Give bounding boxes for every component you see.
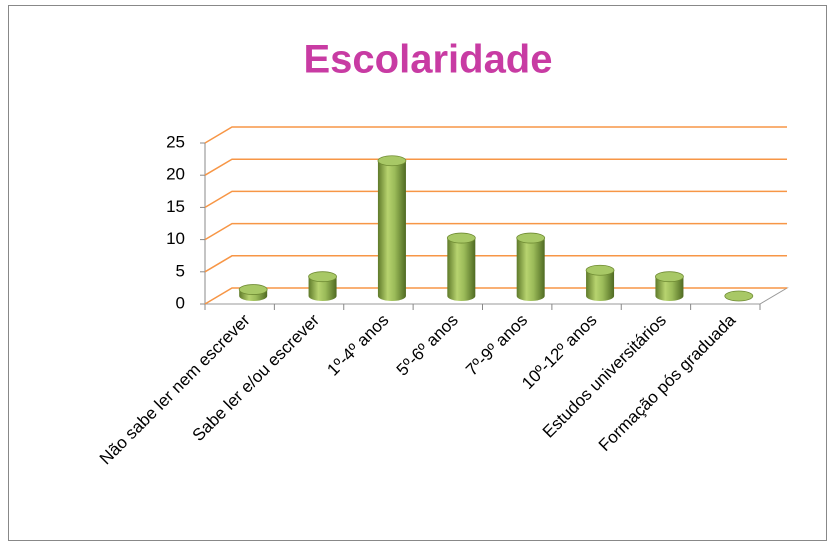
grid-line — [204, 126, 787, 144]
y-tick-label: 5 — [176, 261, 185, 280]
grid-line — [204, 222, 787, 241]
y-tick-label: 20 — [166, 165, 185, 184]
bar-top — [585, 264, 615, 276]
bar-top — [655, 271, 684, 283]
grid-line — [204, 158, 787, 176]
chart-title: Escolaridade — [303, 38, 552, 82]
bar — [308, 276, 337, 301]
bar-top — [377, 155, 407, 167]
bar-top — [516, 232, 546, 244]
grid-line — [204, 255, 787, 273]
bar — [516, 238, 545, 301]
chart-border — [8, 5, 827, 541]
bar-top — [238, 284, 268, 295]
grid-line — [204, 190, 787, 209]
y-tick-label: 0 — [176, 293, 185, 312]
y-tick-label: 15 — [166, 197, 185, 216]
bar — [586, 270, 615, 301]
y-tick-label: 10 — [166, 229, 185, 248]
bar — [655, 276, 684, 301]
bar — [447, 238, 476, 301]
bar — [377, 160, 406, 301]
bar-top — [724, 290, 754, 302]
bar-top — [308, 271, 337, 283]
y-tick-label: 25 — [166, 132, 185, 151]
bar-top — [446, 232, 476, 244]
